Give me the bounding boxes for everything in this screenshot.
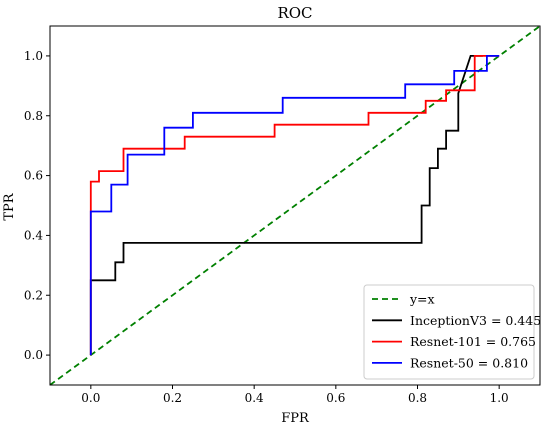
x-tick-label: 0.2 (163, 391, 182, 405)
y-tick-label: 0.2 (24, 288, 43, 302)
y-axis-title: TPR (2, 192, 17, 220)
legend-box (363, 284, 535, 380)
chart-title: ROC (277, 4, 312, 22)
series-line-0 (50, 26, 540, 385)
legend-label-3: Resnet-50 = 0.810 (410, 355, 528, 370)
plot-frame (49, 25, 541, 386)
series-lines (50, 26, 540, 385)
y-tick-label: 0.6 (24, 169, 43, 183)
y-tick-label: 0.0 (24, 348, 43, 362)
x-tick-label: 0.8 (408, 391, 427, 405)
legend: y=x InceptionV3 = 0.445 Resnet-101 = 0.765… (363, 284, 541, 380)
series-line-3 (89, 55, 500, 356)
x-axis-title: FPR (281, 411, 310, 426)
legend-label-2: Resnet-101 = 0.765 (410, 334, 536, 349)
x-tick-label: 1.0 (490, 391, 509, 405)
legend-label-1: InceptionV3 = 0.445 (410, 313, 541, 328)
axis-ticks: 0.0 0.2 0.4 0.6 0.8 1.0 0.0 0.2 0.4 0.6 0.8 1.0 (24, 49, 509, 405)
y-tick-label: 0.8 (24, 109, 43, 123)
y-tick-label: 1.0 (24, 49, 43, 63)
y-tick-label: 0.4 (24, 228, 43, 242)
series-line-1 (89, 55, 483, 356)
x-tick-label: 0.4 (245, 391, 264, 405)
x-tick-label: 0.0 (81, 391, 100, 405)
x-tick-label: 0.6 (326, 391, 345, 405)
series-line-2 (89, 55, 500, 356)
legend-label-0: y=x (409, 292, 435, 307)
